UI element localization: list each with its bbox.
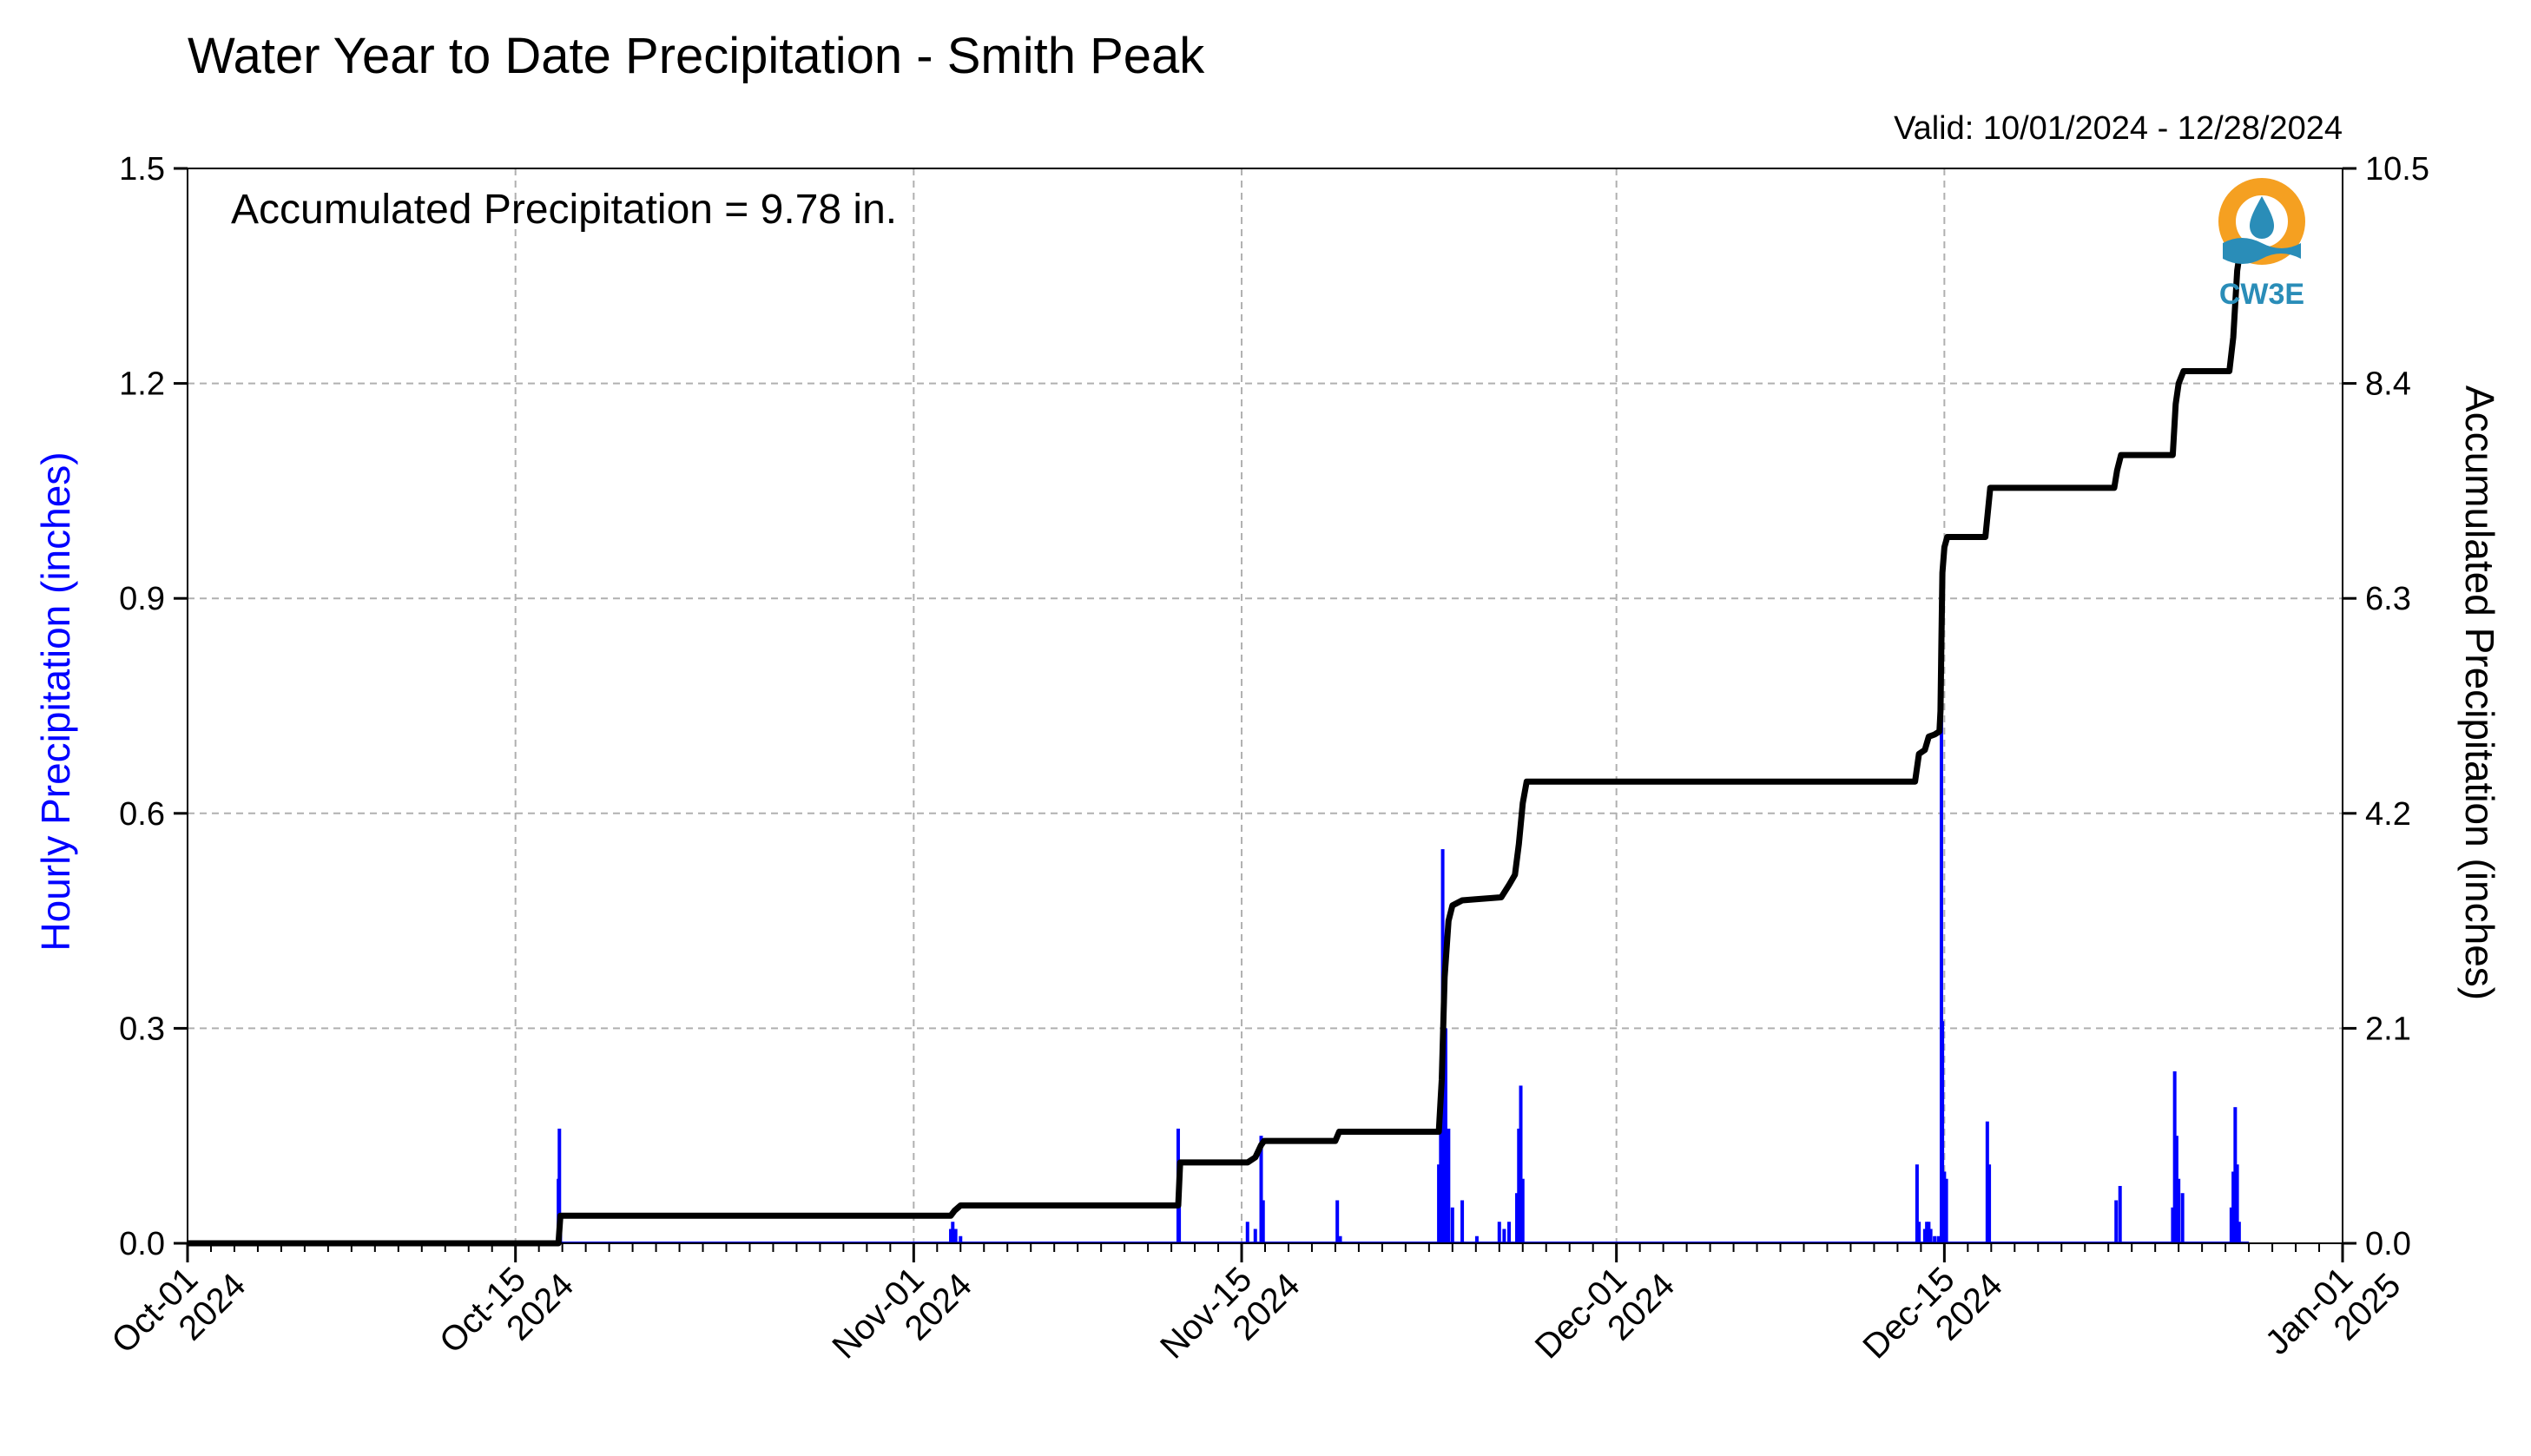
hourly-precip-bar: [1447, 1128, 1451, 1243]
hourly-precip-bar: [1928, 1229, 1933, 1243]
hourly-precip-bar: [1450, 1207, 1454, 1243]
hourly-precip-bar: [1443, 1028, 1447, 1243]
hourly-precip-bar: [1474, 1235, 1479, 1243]
hourly-precip-bar: [1439, 1114, 1443, 1243]
hourly-precip-bar: [959, 1235, 963, 1243]
hourly-precip-bar: [2172, 1071, 2177, 1243]
right-y-tick-labels: 0.0 2.1 4.2 6.3 8.4 10.5: [2365, 151, 2429, 1262]
hourly-precip-bar: [2174, 1136, 2178, 1243]
y-right-tick-label: 6.3: [2365, 581, 2411, 617]
cw3e-logo: CW3E: [2218, 178, 2305, 311]
hourly-precip-bar: [2177, 1178, 2181, 1243]
hourly-precip-bar: [1259, 1136, 1263, 1243]
hourly-precip-bar: [1437, 1164, 1441, 1243]
y-right-tick-label: 4.2: [2365, 796, 2411, 833]
hourly-precip-bar: [1460, 1200, 1465, 1243]
hourly-precip-bar: [1245, 1222, 1249, 1243]
hourly-precip-bar: [1925, 1222, 1929, 1243]
y-right-tick-label: 2.1: [2365, 1011, 2411, 1047]
hourly-precip-bar: [1335, 1200, 1340, 1243]
cw3e-logo-text: CW3E: [2219, 278, 2304, 311]
hourly-precip-bar: [1936, 1235, 1941, 1243]
chart-title: Water Year to Date Precipitation - Smith…: [188, 28, 1205, 84]
hourly-precip-bar: [2114, 1200, 2119, 1243]
hourly-precip-bar: [1941, 1021, 1945, 1243]
hourly-precip-bar: [2118, 1185, 2122, 1243]
cw3e-logo-drop-icon: [2250, 196, 2274, 239]
hourly-precip-bar: [2171, 1207, 2175, 1243]
hourly-precip-bar: [1915, 1164, 1919, 1243]
y-left-tick-label: 0.6: [119, 796, 165, 833]
hourly-precip-bar: [2231, 1171, 2236, 1243]
hourly-precip-bar: [949, 1229, 953, 1243]
accumulated-total-annotation: Accumulated Precipitation = 9.78 in.: [231, 187, 897, 233]
hourly-precip-bar: [1933, 1235, 1937, 1243]
hourly-precip-bar: [1985, 1121, 1989, 1243]
cw3e-logo-wave-icon: [2223, 238, 2301, 264]
y-right-tick-label: 0.0: [2365, 1226, 2411, 1262]
hourly-precip-bar: [557, 1128, 562, 1243]
accumulated-precipitation-line: [188, 239, 2250, 1247]
hourly-precip-bar: [1519, 1085, 1523, 1243]
hourly-precip-bar: [1520, 1178, 1525, 1243]
y-left-tick-label: 0.3: [119, 1011, 165, 1047]
left-y-tick-labels: 0.0 0.3 0.6 0.9 1.2 1.5: [119, 151, 165, 1262]
y-right-tick-label: 10.5: [2365, 151, 2429, 188]
hourly-precip-bar: [1922, 1229, 1927, 1243]
y-left-tick-label: 0.0: [119, 1226, 165, 1262]
hourly-precip-bar: [1942, 1171, 1947, 1243]
chart-subtitle: Valid: 10/01/2024 - 12/28/2024: [1894, 110, 2343, 147]
grid-lines: [188, 168, 2343, 1243]
right-y-axis-label: Accumulated Precipitation (inches): [2457, 385, 2502, 1000]
hourly-precip-bar: [2235, 1164, 2239, 1243]
hourly-precip-bar: [1927, 1222, 1931, 1243]
y-left-tick-label: 1.2: [119, 366, 165, 403]
hourly-precip-bar: [2229, 1207, 2233, 1243]
hourly-precip-bar: [951, 1222, 955, 1243]
y-right-tick-label: 8.4: [2365, 366, 2411, 403]
hourly-precip-bar: [1517, 1128, 1521, 1243]
hourly-precip-bar: [1177, 1200, 1182, 1243]
y-left-tick-label: 1.5: [119, 151, 165, 188]
hourly-precip-bar: [2233, 1107, 2238, 1243]
hourly-precip-bar: [1507, 1222, 1512, 1243]
hourly-precip-bar: [1917, 1222, 1921, 1243]
hourly-precip-bar: [1944, 1178, 1948, 1243]
y-left-tick-label: 0.9: [119, 581, 165, 617]
hourly-precip-bar: [1338, 1235, 1342, 1243]
left-y-axis-label: Hourly Precipitation (inches): [33, 451, 78, 951]
hourly-precip-bar: [2180, 1193, 2185, 1243]
hourly-precip-bar: [1261, 1200, 1265, 1243]
hourly-precip-bar: [1253, 1229, 1257, 1243]
hourly-precip-bar: [1515, 1193, 1519, 1243]
hourly-precip-bar: [1987, 1164, 1992, 1243]
hourly-precip-bar: [1497, 1222, 1501, 1243]
hourly-precip-bar: [2237, 1222, 2241, 1243]
hourly-precip-bar: [953, 1229, 958, 1243]
hourly-precip-bar: [1502, 1229, 1506, 1243]
axis-ticks: [174, 167, 2356, 1262]
hourly-precip-bar: [1939, 583, 1943, 1243]
